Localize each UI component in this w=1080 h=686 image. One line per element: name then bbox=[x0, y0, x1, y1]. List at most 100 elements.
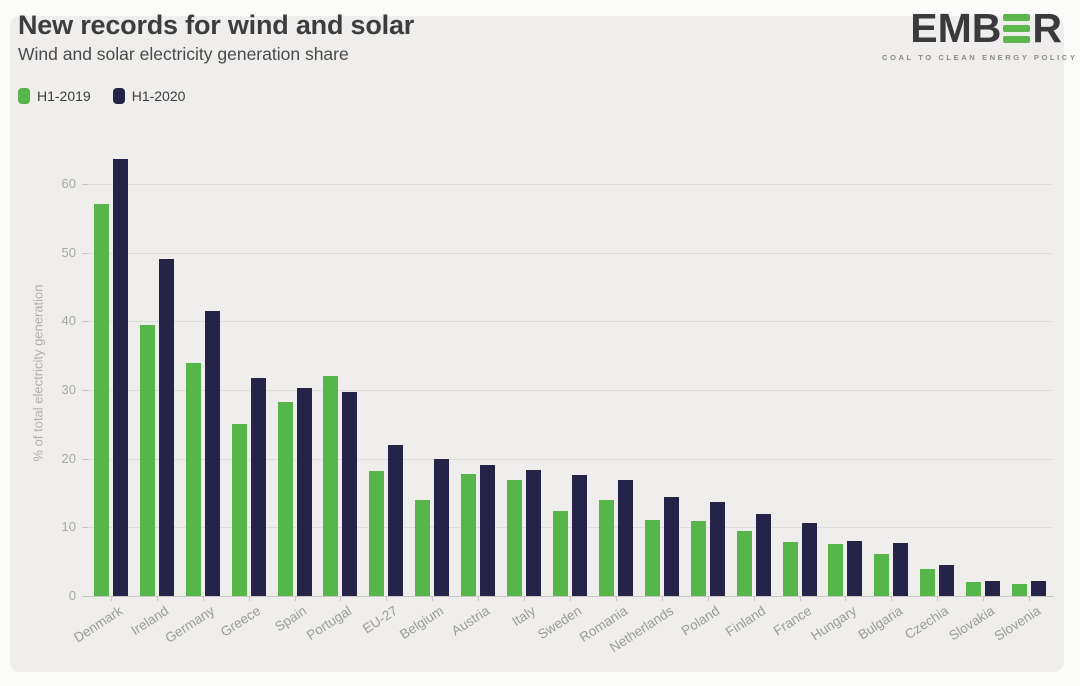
x-tick-mark bbox=[156, 596, 158, 601]
bar-h1-2020-eu-27 bbox=[388, 445, 404, 596]
bar-h1-2019-czechia bbox=[920, 569, 936, 596]
x-axis-label-sweden: Sweden bbox=[535, 603, 585, 643]
y-tick-label: 50 bbox=[61, 244, 76, 260]
x-tick-mark bbox=[845, 596, 847, 601]
x-axis-label-bulgaria: Bulgaria bbox=[855, 603, 906, 643]
bar-h1-2019-italy bbox=[507, 480, 523, 596]
bar-h1-2020-denmark bbox=[112, 159, 128, 596]
gridline-40 bbox=[88, 321, 1052, 323]
x-axis-label-italy: Italy bbox=[509, 603, 539, 630]
bar-h1-2019-spain bbox=[277, 402, 293, 596]
x-tick-mark bbox=[386, 596, 388, 601]
bar-h1-2019-portugal bbox=[323, 376, 339, 596]
logo-tagline: COAL TO CLEAN ENERGY POLICY bbox=[882, 53, 1078, 62]
chart-subtitle: Wind and solar electricity generation sh… bbox=[18, 44, 349, 64]
bar-h1-2019-hungary bbox=[828, 544, 844, 596]
x-axis-line bbox=[88, 596, 1054, 597]
bar-h1-2020-finland bbox=[755, 514, 771, 596]
legend-label: H1-2020 bbox=[131, 88, 186, 104]
x-tick-mark bbox=[983, 596, 985, 601]
y-axis-title: % of total electricity generation bbox=[30, 284, 46, 462]
logo-green-e-icon bbox=[1003, 14, 1031, 43]
y-tick-label: 0 bbox=[68, 588, 76, 603]
x-axis-label-austria: Austria bbox=[448, 603, 493, 639]
logo-text-emb: EMB bbox=[910, 5, 1002, 51]
bar-h1-2020-portugal bbox=[342, 392, 358, 596]
gridline-60 bbox=[88, 183, 1052, 185]
x-tick-mark bbox=[294, 596, 296, 601]
x-tick-mark bbox=[202, 596, 204, 601]
y-tick-label: 40 bbox=[61, 313, 76, 329]
legend-swatch-icon bbox=[18, 88, 30, 104]
bar-h1-2019-finland bbox=[736, 531, 752, 596]
x-axis-label-greece: Greece bbox=[217, 603, 263, 640]
bar-h1-2020-ireland bbox=[158, 259, 174, 596]
x-tick-mark bbox=[478, 596, 480, 601]
y-tick-mark bbox=[82, 252, 88, 254]
bar-h1-2020-france bbox=[801, 523, 817, 596]
x-tick-mark bbox=[753, 596, 755, 601]
x-axis-label-portugal: Portugal bbox=[304, 603, 355, 643]
legend-item-h1-2019: H1-2019 bbox=[18, 88, 91, 104]
x-axis-label-hungary: Hungary bbox=[808, 603, 860, 644]
y-tick-mark bbox=[82, 596, 88, 597]
x-tick-mark bbox=[524, 596, 526, 601]
x-axis-label-eu-27: EU-27 bbox=[360, 603, 401, 637]
bar-h1-2020-italy bbox=[526, 470, 542, 596]
logo-text-r: R bbox=[1032, 5, 1062, 51]
x-tick-mark bbox=[110, 596, 112, 601]
y-tick-mark bbox=[82, 527, 88, 529]
y-tick-label: 60 bbox=[61, 175, 76, 191]
page-title: New records for wind and solar bbox=[18, 10, 415, 40]
chart-legend: H1-2019 H1-2020 bbox=[18, 88, 185, 104]
bar-h1-2020-bulgaria bbox=[893, 543, 909, 596]
x-axis-label-belgium: Belgium bbox=[397, 603, 447, 643]
bar-h1-2020-germany bbox=[204, 311, 220, 596]
bar-h1-2019-netherlands bbox=[644, 520, 660, 596]
ember-wordmark: EMB R bbox=[882, 8, 1062, 49]
bar-h1-2020-belgium bbox=[434, 459, 450, 596]
x-tick-mark bbox=[432, 596, 434, 601]
bar-h1-2019-denmark bbox=[93, 204, 109, 596]
y-tick-label: 20 bbox=[61, 450, 76, 466]
x-tick-mark bbox=[707, 596, 709, 601]
bar-h1-2020-poland bbox=[709, 502, 725, 596]
gridline-30 bbox=[88, 389, 1052, 391]
gridline-20 bbox=[88, 458, 1052, 460]
x-axis-label-slovenia: Slovenia bbox=[991, 603, 1044, 644]
bar-h1-2019-slovenia bbox=[1012, 584, 1028, 596]
x-tick-mark bbox=[661, 596, 663, 601]
bar-h1-2020-slovenia bbox=[1031, 581, 1047, 596]
bar-h1-2020-netherlands bbox=[663, 497, 679, 596]
bar-h1-2019-romania bbox=[598, 500, 614, 596]
x-tick-mark bbox=[1029, 596, 1031, 601]
bar-h1-2020-spain bbox=[296, 388, 312, 596]
x-tick-mark bbox=[570, 596, 571, 601]
bar-h1-2019-austria bbox=[461, 474, 477, 596]
y-tick-mark bbox=[82, 183, 88, 185]
bar-h1-2019-eu-27 bbox=[369, 471, 385, 596]
x-axis-label-slovakia: Slovakia bbox=[946, 603, 998, 644]
bar-h1-2019-belgium bbox=[415, 500, 431, 596]
gridline-10 bbox=[88, 527, 1052, 529]
bar-h1-2019-slovakia bbox=[966, 582, 982, 596]
x-axis-label-denmark: Denmark bbox=[71, 603, 126, 646]
y-tick-mark bbox=[82, 458, 88, 460]
bar-h1-2019-bulgaria bbox=[874, 554, 890, 596]
x-tick-mark bbox=[937, 596, 939, 601]
bar-h1-2019-germany bbox=[185, 363, 201, 596]
bar-h1-2020-austria bbox=[480, 465, 496, 596]
x-axis-label-finland: Finland bbox=[722, 603, 768, 640]
bar-h1-2020-slovakia bbox=[985, 581, 1001, 596]
bar-h1-2020-greece bbox=[250, 378, 266, 596]
bar-h1-2019-poland bbox=[690, 521, 706, 596]
ember-logo: EMB R COAL TO CLEAN ENERGY POLICY bbox=[882, 8, 1078, 63]
y-tick-mark bbox=[82, 389, 88, 391]
x-tick-mark bbox=[615, 596, 617, 601]
bar-h1-2019-sweden bbox=[553, 511, 568, 596]
x-axis-label-czechia: Czechia bbox=[902, 603, 952, 643]
y-tick-label: 30 bbox=[61, 381, 76, 397]
y-tick-label: 10 bbox=[61, 519, 76, 535]
legend-item-h1-2020: H1-2020 bbox=[112, 88, 186, 104]
x-tick-mark bbox=[340, 596, 342, 601]
